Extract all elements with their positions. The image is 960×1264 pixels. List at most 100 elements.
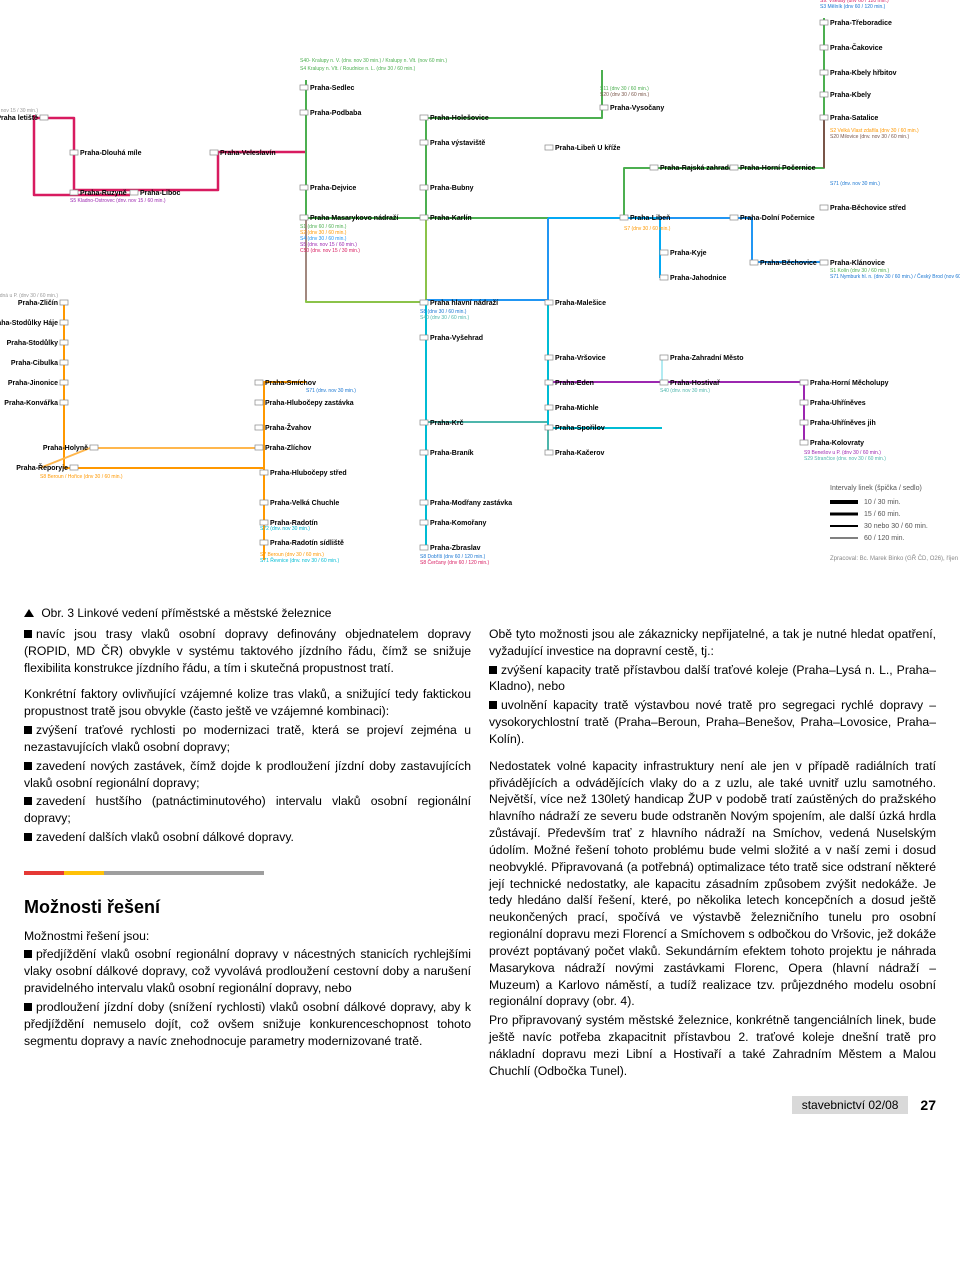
svg-text:Praha-Třeboradice: Praha-Třeboradice — [830, 20, 892, 27]
right-b1: zvýšení kapacity tratě přístavbou další … — [489, 662, 936, 696]
left-b5: předjíždění vlaků osobní regionální dopr… — [24, 946, 471, 996]
svg-text:Praha-Ruzyně: Praha-Ruzyně — [80, 190, 127, 197]
svg-text:Praha-Kyje: Praha-Kyje — [670, 250, 707, 257]
svg-text:S72 (dnv. nov 30 min.): S72 (dnv. nov 30 min.) — [260, 526, 310, 532]
bullet-icon — [24, 630, 32, 638]
left-b2: zavedení nových zastávek, čímž dojde k p… — [24, 758, 471, 792]
svg-text:Praha-Stodůlky Háje: Praha-Stodůlky Háje — [0, 319, 58, 327]
svg-text:Praha-Jahodnice: Praha-Jahodnice — [670, 275, 727, 282]
svg-text:Praha-Kbely: Praha-Kbely — [830, 92, 871, 99]
bullet-icon — [489, 701, 497, 709]
svg-text:Praha-Rajská zahrada: Praha-Rajská zahrada — [660, 165, 733, 172]
svg-text:Praha-Vršovice: Praha-Vršovice — [555, 355, 606, 362]
svg-text:Praha-Hlubočepy zastávka: Praha-Hlubočepy zastávka — [265, 400, 354, 407]
svg-text:Praha-Karlín: Praha-Karlín — [430, 215, 472, 222]
svg-text:Praha Masarykovo nádraží: Praha Masarykovo nádraží — [310, 215, 399, 222]
left-column: navíc jsou trasy vlaků osobní dopravy de… — [24, 626, 471, 1082]
svg-text:Intervaly linek (špička / sedl: Intervaly linek (špička / sedlo) — [830, 485, 922, 492]
svg-text:S3 Mělník (dnv 60 / 120 min.): S3 Mělník (dnv 60 / 120 min.) — [820, 4, 886, 10]
right-p2: Pro připravovaný systém městské železnic… — [489, 1012, 936, 1079]
svg-text:S5 Kladno-Ostrovec (dnv. nov 1: S5 Kladno-Ostrovec (dnv. nov 15 / 60 min… — [70, 198, 166, 204]
left-b6: prodloužení jízdní doby (snížení rychlos… — [24, 999, 471, 1049]
issue-box: stavebnictví 02/08 — [792, 1096, 909, 1114]
left-b1: zvýšení traťové rychlosti po modernizaci… — [24, 722, 471, 756]
bullet-icon — [24, 833, 32, 841]
left-p2: Možnostmi řešení jsou: — [24, 928, 471, 945]
svg-text:S71 Řevnice (dnv. nov 30 / 60: S71 Řevnice (dnv. nov 30 / 60 min.) — [260, 556, 339, 564]
svg-text:Praha-Klánovice: Praha-Klánovice — [830, 260, 885, 267]
caption-text: Obr. 3 Linkové vedení příměstské a městs… — [41, 606, 331, 620]
svg-text:Praha-Krč: Praha-Krč — [430, 420, 464, 427]
section-separator — [24, 864, 471, 881]
svg-text:Praha-Zahradní Město: Praha-Zahradní Město — [670, 355, 744, 362]
svg-text:S40- Kralupy n. V. (dnv. nov 3: S40- Kralupy n. V. (dnv. nov 30 min.) / … — [300, 58, 447, 64]
right-p0: Obě tyto možnosti jsou ale zákaznicky ne… — [489, 626, 936, 660]
svg-text:Praha-Holešovice: Praha-Holešovice — [430, 115, 489, 122]
svg-text:Praha-Kbely hřbitov: Praha-Kbely hřbitov — [830, 70, 897, 77]
svg-text:Praha-Čakovice: Praha-Čakovice — [830, 43, 883, 52]
svg-text:Praha-Liboc: Praha-Liboc — [140, 190, 181, 197]
svg-text:Praha-Dejvice: Praha-Dejvice — [310, 185, 356, 192]
svg-text:Praha hlavní nádraží: Praha hlavní nádraží — [430, 300, 499, 307]
svg-text:Praha-Hostivař: Praha-Hostivař — [670, 380, 720, 387]
svg-text:30 nebo 30 / 60 min.: 30 nebo 30 / 60 min. — [864, 523, 928, 530]
left-b3: zavedení hustšího (patnáctiminutového) i… — [24, 793, 471, 827]
page-number: 27 — [920, 1097, 936, 1113]
svg-text:Praha letiště: Praha letiště — [0, 115, 38, 122]
svg-text:Praha-Sedlec: Praha-Sedlec — [310, 85, 354, 92]
svg-text:S20 Milovice (dnv. nov 30 / 60: S20 Milovice (dnv. nov 30 / 60 min.) — [830, 134, 909, 140]
svg-text:S40 (dnv. nov 30 min.): S40 (dnv. nov 30 min.) — [660, 388, 710, 394]
svg-text:Praha-Braník: Praha-Braník — [430, 450, 474, 457]
svg-text:Praha-Kolovraty: Praha-Kolovraty — [810, 440, 864, 447]
svg-text:Praha-Komořany: Praha-Komořany — [430, 520, 487, 527]
left-p0: navíc jsou trasy vlaků osobní dopravy de… — [24, 626, 471, 676]
svg-text:Praha-Stodůlky: Praha-Stodůlky — [7, 339, 58, 347]
svg-text:S9. Všetaty (dnv 60 / 120 min.: S9. Všetaty (dnv 60 / 120 min.) — [820, 0, 889, 4]
bullet-icon — [24, 726, 32, 734]
svg-text:Praha-Radotín sídliště: Praha-Radotín sídliště — [270, 540, 344, 547]
svg-text:S8 Čerčany (dnv 60 / 120 min.): S8 Čerčany (dnv 60 / 120 min.) — [420, 559, 490, 566]
svg-text:Zpracoval: Bc. Marek Binko (GŘ: Zpracoval: Bc. Marek Binko (GŘ ČD, O26),… — [830, 554, 960, 562]
svg-text:Praha-Hlubočepy střed: Praha-Hlubočepy střed — [270, 470, 347, 477]
bullet-icon — [24, 762, 32, 770]
svg-text:Praha-Satalice: Praha-Satalice — [830, 115, 878, 122]
diagram-svg: Praha letištěC30 (dnv. nov 15 / 30 min.)… — [0, 0, 960, 600]
svg-text:Praha-Bubny: Praha-Bubny — [430, 185, 474, 192]
bullet-icon — [24, 797, 32, 805]
svg-text:Praha-Modřany zastávka: Praha-Modřany zastávka — [430, 500, 512, 507]
svg-text:Praha-Běchovice: Praha-Běchovice — [760, 260, 817, 267]
svg-text:Praha-Holyně: Praha-Holyně — [43, 445, 88, 452]
right-p1: Nedostatek volné kapacity infrastruktury… — [489, 758, 936, 1010]
bullet-icon — [24, 950, 32, 958]
svg-text:S40 (dnv 30 / 60 min.): S40 (dnv 30 / 60 min.) — [420, 315, 470, 321]
bullet-icon — [489, 666, 497, 674]
svg-text:Praha-Uhříněves jih: Praha-Uhříněves jih — [810, 420, 876, 427]
bullet-icon — [24, 1003, 32, 1011]
svg-text:Praha-Libeň: Praha-Libeň — [630, 215, 670, 222]
svg-text:Praha-Malešice: Praha-Malešice — [555, 300, 606, 307]
svg-text:S71 (dnv. nov 30 min.): S71 (dnv. nov 30 min.) — [306, 388, 356, 394]
svg-text:S29 Strančice (dnv. nov 30 / 6: S29 Strančice (dnv. nov 30 / 60 min.) — [804, 456, 886, 462]
svg-text:Praha-Vyšehrad: Praha-Vyšehrad — [430, 335, 483, 342]
svg-text:Praha-Michle: Praha-Michle — [555, 405, 599, 412]
section-heading: Možnosti řešení — [24, 895, 471, 920]
svg-text:Praha-Dlouhá míle: Praha-Dlouhá míle — [80, 150, 142, 157]
svg-text:Praha-Spořilov: Praha-Spořilov — [555, 425, 605, 432]
left-p1: Konkrétní faktory ovlivňující vzájemné k… — [24, 686, 471, 720]
svg-text:S20 (dnv 30 / 60 min.): S20 (dnv 30 / 60 min.) — [600, 92, 650, 98]
svg-text:Praha-Zličín: Praha-Zličín — [18, 300, 58, 307]
svg-text:S05 Rudná u P. (dnv 30 / 60 mi: S05 Rudná u P. (dnv 30 / 60 min.) — [0, 293, 58, 299]
svg-text:Praha-Zlíchov: Praha-Zlíchov — [265, 445, 311, 452]
svg-text:Praha-Veleslavín: Praha-Veleslavín — [220, 150, 276, 157]
svg-text:60 / 120 min.: 60 / 120 min. — [864, 535, 905, 542]
rail-network-diagram: Praha letištěC30 (dnv. nov 15 / 30 min.)… — [0, 0, 960, 600]
svg-text:Praha-Smíchov: Praha-Smíchov — [265, 380, 316, 387]
svg-text:Praha výstaviště: Praha výstaviště — [430, 140, 485, 147]
article-body: navíc jsou trasy vlaků osobní dopravy de… — [0, 622, 960, 1094]
svg-text:Praha-Podbaba: Praha-Podbaba — [310, 110, 361, 117]
svg-text:Praha-Kačerov: Praha-Kačerov — [555, 450, 605, 457]
svg-text:10 / 30 min.: 10 / 30 min. — [864, 499, 901, 506]
svg-text:Praha-Cibulka: Praha-Cibulka — [11, 360, 58, 367]
svg-text:Praha-Velká Chuchle: Praha-Velká Chuchle — [270, 500, 339, 507]
svg-text:Praha-Vysočany: Praha-Vysočany — [610, 105, 664, 112]
